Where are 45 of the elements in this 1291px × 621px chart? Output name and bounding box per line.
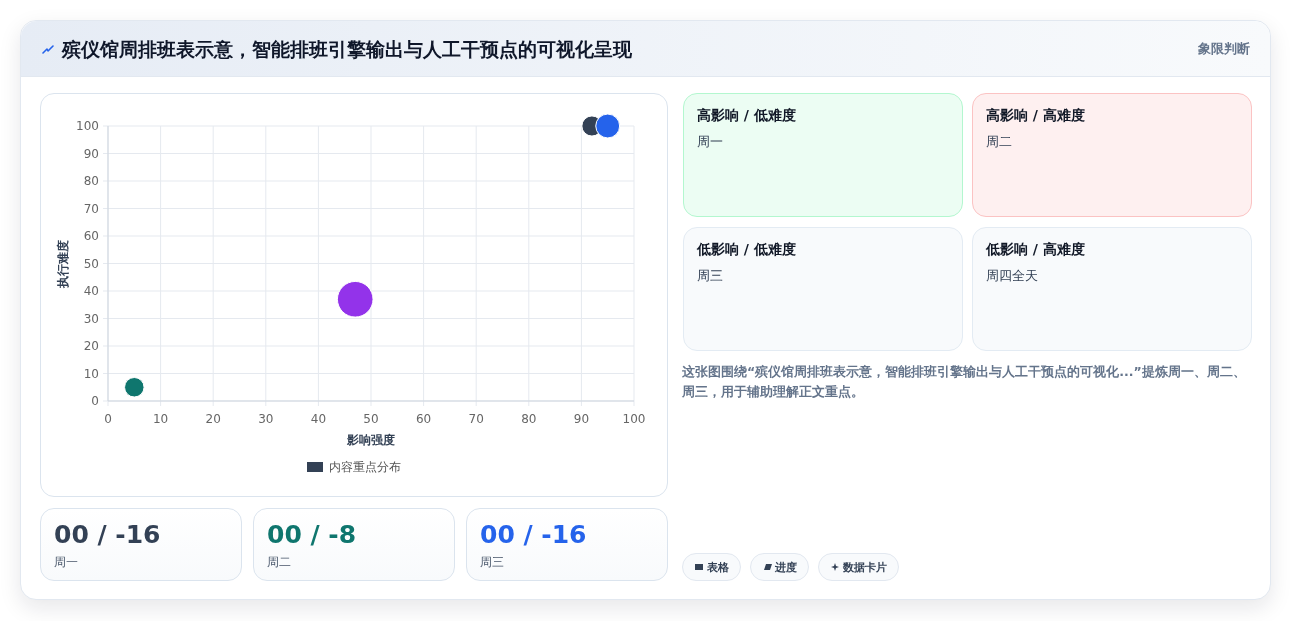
quadrant-heading: 高影响 / 低难度 <box>697 107 796 125</box>
kpi-value: 00 / -8 <box>267 520 357 549</box>
x-tick-label: 70 <box>468 412 484 426</box>
y-tick-label: 10 <box>83 366 99 381</box>
button-label: 数据卡片 <box>843 559 887 575</box>
x-tick-label: 30 <box>258 412 274 426</box>
x-tick-label: 90 <box>573 412 590 426</box>
x-tick-label: 40 <box>310 412 327 426</box>
quadrant-text: 周二 <box>986 133 1012 151</box>
quadrant-heading: 高影响 / 高难度 <box>986 107 1085 125</box>
x-tick-label: 0 <box>104 412 112 426</box>
kpi-label: 周一 <box>54 554 78 571</box>
y-tick-label: 30 <box>83 311 99 326</box>
note: 这张图围绕“殡仪馆周排班表示意，智能排班引擎输出与人工干预点的可视化...”提炼周一、周二、周三，用于辅助理解正文重点。 <box>682 363 1247 401</box>
ylabel: 执行难度 <box>56 239 70 288</box>
x-tick-label: 100 <box>622 412 646 426</box>
y-tick-label: 20 <box>83 339 99 353</box>
kpi-value: 00 / -16 <box>480 520 587 549</box>
x-tick-label: 50 <box>363 412 379 426</box>
x-tick-label: 10 <box>152 412 169 426</box>
y-tick-label: 50 <box>83 256 99 271</box>
kpi-label: 周二 <box>267 554 291 571</box>
title: 殡仪馆周排班表示意，智能排班引擎输出与人工干预点的可视化呈现 <box>62 37 632 62</box>
quadrant-heading: 低影响 / 高难度 <box>986 241 1085 259</box>
y-tick-label: 100 <box>76 119 99 133</box>
y-tick-label: 60 <box>83 229 99 243</box>
xlabel: 影响强度 <box>347 433 395 447</box>
quadrant-text: 周一 <box>697 133 723 151</box>
y-tick-label: 0 <box>91 394 99 408</box>
y-tick-label: 40 <box>83 284 99 298</box>
kpi-label: 周三 <box>480 554 504 571</box>
y-tick-label: 70 <box>83 201 99 216</box>
quadrant-text: 周三 <box>697 267 723 285</box>
button-label: 表格 <box>707 559 729 575</box>
kpi-value: 00 / -16 <box>54 520 161 549</box>
x-tick-label: 80 <box>521 412 537 426</box>
legend-label: 内容重点分布 <box>329 460 401 474</box>
subtitle: 象限判断 <box>1198 40 1250 58</box>
button-label: 进度 <box>775 559 797 575</box>
y-tick-label: 90 <box>83 146 99 161</box>
quadrant-text: 周四全天 <box>986 267 1038 285</box>
quadrant-heading: 低影响 / 低难度 <box>697 241 796 259</box>
x-tick-label: 60 <box>415 412 432 426</box>
x-tick-label: 20 <box>205 412 221 426</box>
y-tick-label: 80 <box>83 174 99 188</box>
